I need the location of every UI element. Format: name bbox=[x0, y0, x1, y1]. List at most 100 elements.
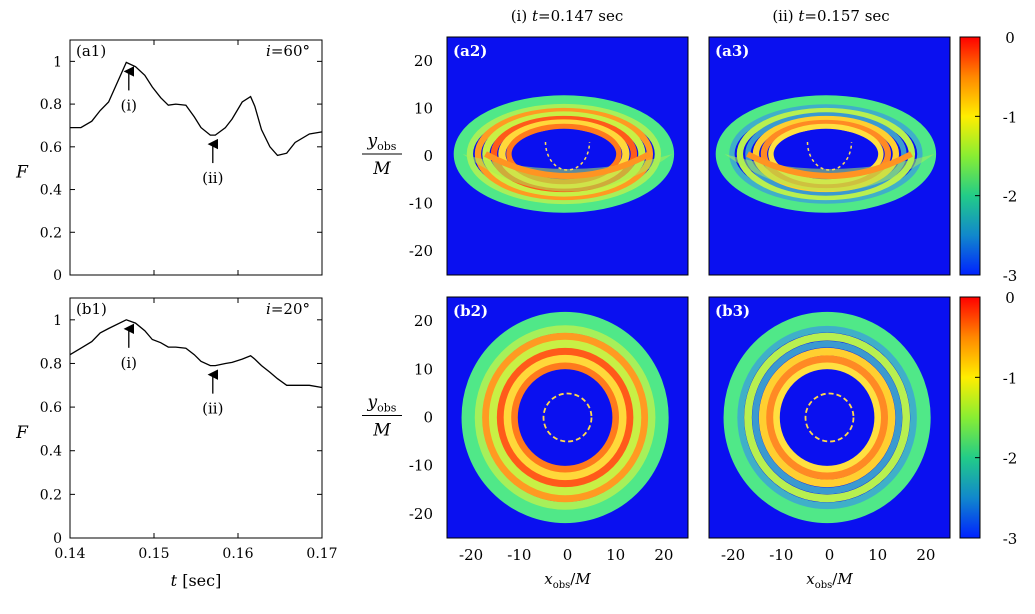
colorbar-bottom: 0 -1 -2 -3 bbox=[959, 289, 1018, 548]
disk-ring bbox=[715, 95, 937, 213]
image-y-axis-label-numerator: yobs bbox=[367, 393, 397, 415]
arrow-label: (ii) bbox=[202, 400, 223, 418]
colorbar-tick-label: -2 bbox=[1003, 188, 1018, 206]
series-line bbox=[70, 61, 323, 157]
image-y-tick-label: -10 bbox=[409, 457, 433, 475]
disk-ring bbox=[474, 325, 656, 510]
disk-ring bbox=[744, 332, 911, 503]
series-line bbox=[69, 319, 323, 389]
disk-front-ring bbox=[746, 151, 913, 179]
disk-ring bbox=[474, 107, 654, 201]
photon-ring bbox=[542, 392, 593, 443]
colorbar-gradient bbox=[959, 296, 981, 539]
arrow-label: (ii) bbox=[202, 169, 223, 187]
y-tick-label: 1 bbox=[53, 54, 62, 70]
disk-front-ring bbox=[484, 151, 651, 179]
disk-inner-hole bbox=[520, 372, 610, 463]
image-panel-a3: (a3) bbox=[708, 36, 951, 276]
y-tick-label: 0.2 bbox=[40, 487, 62, 503]
image-panel-a2: (a2) bbox=[446, 36, 689, 276]
disk-ring bbox=[766, 355, 888, 480]
x-tick-label: 0.17 bbox=[306, 546, 337, 562]
image-x-tick-label: 20 bbox=[654, 546, 673, 564]
panel-label: (b3) bbox=[715, 302, 750, 320]
disk-ring bbox=[773, 362, 881, 473]
y-tick-label: 0.8 bbox=[40, 356, 62, 372]
panel-label: (b1) bbox=[76, 300, 107, 318]
disk-inner-hole bbox=[782, 372, 872, 463]
disk-image bbox=[715, 95, 937, 213]
disk-ring bbox=[511, 362, 619, 473]
panel-label: (a1) bbox=[76, 42, 106, 60]
colorbar-tick-label: -1 bbox=[1003, 108, 1018, 126]
disk-ring bbox=[453, 95, 675, 213]
image-x-tick-label: 10 bbox=[868, 546, 887, 564]
y-tick-label: 0.4 bbox=[40, 444, 62, 460]
y-tick-label: 0.4 bbox=[40, 183, 62, 199]
line-chart-b1: 0 0.2 0.4 0.6 0.8 1 0.14 0.15 0.16 0.17 (b1) i=20° (… bbox=[15, 297, 338, 590]
y-tick-label: 0 bbox=[53, 531, 62, 547]
arrow-label: (i) bbox=[121, 96, 138, 114]
disk-front bbox=[724, 154, 935, 192]
photon-ring bbox=[544, 141, 591, 171]
colorbar-tick-label: -1 bbox=[1003, 369, 1018, 387]
image-x-axis-label: xobs/M bbox=[806, 570, 853, 591]
colorbar-tick-label: 0 bbox=[1005, 29, 1015, 47]
image-x-tick-label: 10 bbox=[606, 546, 625, 564]
column-title-2: (ii) t=0.157 sec bbox=[772, 7, 889, 25]
inclination-annotation: i=20° bbox=[266, 300, 310, 318]
y-axis-label: F bbox=[15, 423, 29, 443]
image-y-tick-label: 20 bbox=[414, 52, 433, 70]
y-tick-label: 0.8 bbox=[40, 97, 62, 113]
image-x-tick-label: -10 bbox=[507, 546, 531, 564]
disk-ring bbox=[729, 104, 923, 204]
image-x-tick-label: 0 bbox=[563, 546, 573, 564]
colorbar-tick-label: -3 bbox=[1003, 267, 1018, 285]
colorbar-tick-label: -2 bbox=[1003, 450, 1018, 468]
y-tick-label: 0.6 bbox=[40, 400, 62, 416]
y-tick-label: 1 bbox=[53, 313, 62, 329]
colorbar-gradient bbox=[959, 36, 981, 276]
disk-image bbox=[453, 95, 675, 213]
image-y-tick-label: 0 bbox=[423, 409, 433, 427]
image-x-tick-label: 20 bbox=[916, 546, 935, 564]
panel-label: (a3) bbox=[715, 42, 749, 60]
image-panel-b2: (b2) bbox=[446, 296, 689, 539]
image-y-tick-label: -20 bbox=[409, 242, 433, 260]
image-y-tick-label: -20 bbox=[409, 505, 433, 523]
image-y-tick-label: 10 bbox=[414, 360, 433, 378]
plot-frame bbox=[69, 39, 323, 276]
disk-ring bbox=[482, 332, 649, 503]
y-tick-label: 0.6 bbox=[40, 140, 62, 156]
disk-inner-hole bbox=[515, 128, 612, 180]
image-y-tick-label: 10 bbox=[414, 99, 433, 117]
x-axis-label: t [sec] bbox=[171, 571, 222, 590]
image-y-tick-label: 20 bbox=[414, 312, 433, 330]
image-x-tick-label: 0 bbox=[825, 546, 835, 564]
disk-image bbox=[461, 311, 669, 524]
photon-ring bbox=[804, 392, 855, 443]
disk-ring bbox=[723, 311, 931, 524]
disk-inner-hole bbox=[777, 128, 874, 180]
photon-ring bbox=[806, 141, 853, 171]
image-y-axis-label-denominator: M bbox=[372, 159, 391, 179]
image-y-axis-label-numerator: yobs bbox=[367, 131, 397, 153]
image-y-tick-label: -10 bbox=[409, 195, 433, 213]
disk-ring bbox=[752, 340, 903, 495]
image-x-tick-label: -20 bbox=[459, 546, 483, 564]
image-y-tick-label: 0 bbox=[423, 147, 433, 165]
image-x-tick-label: -20 bbox=[721, 546, 745, 564]
disk-ring bbox=[461, 311, 669, 524]
image-x-axis-label: xobs/M bbox=[544, 570, 591, 591]
colorbar-top: 0 -1 -2 -3 bbox=[959, 29, 1018, 285]
disk-ring bbox=[503, 354, 627, 481]
image-x-tick-label: -10 bbox=[769, 546, 793, 564]
x-tick-label: 0.14 bbox=[54, 546, 85, 562]
column-title-1: (i) t=0.147 sec bbox=[511, 7, 624, 25]
y-axis-label: F bbox=[15, 163, 29, 183]
image-y-axis-label-denominator: M bbox=[372, 421, 391, 441]
colorbar-tick-label: 0 bbox=[1005, 289, 1015, 307]
line-chart-a1: 0 0.2 0.4 0.6 0.8 1 (a1) i=60° (i) (ii) F bbox=[15, 39, 323, 284]
colorbar-tick-label: -3 bbox=[1003, 530, 1018, 548]
